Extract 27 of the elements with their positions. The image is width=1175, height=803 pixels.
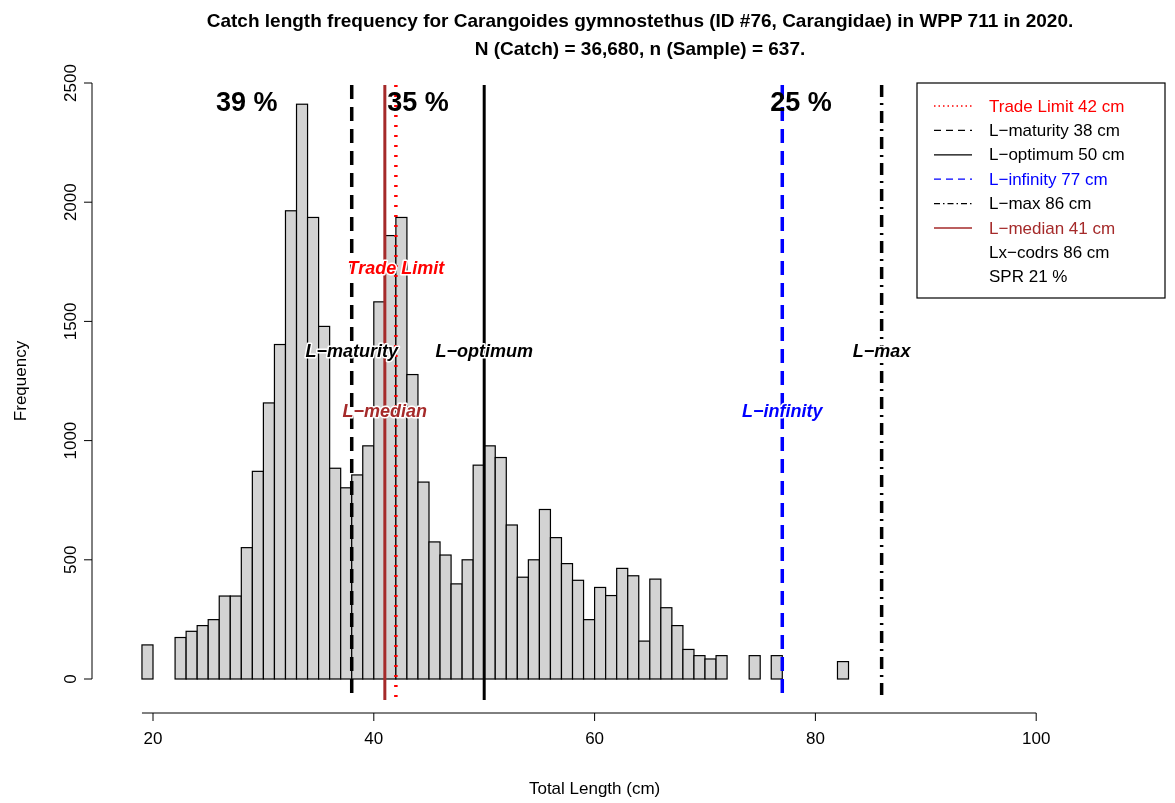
x-tick-label: 100 [1022,729,1051,748]
annotation: 25 % [770,87,832,118]
chart-subtitle: N (Catch) = 36,680, n (Sample) = 637. [474,38,806,59]
annotation: SPR 21 % [989,267,1068,287]
annotation: L−maturity 38 cm [989,120,1120,140]
y-tick-label: 500 [61,545,80,574]
x-axis-title: Total Length (cm) [528,779,661,798]
y-tick-label: 1500 [61,302,80,341]
ref-line-label: L−infinity [742,400,824,421]
x-tick-label: 20 [143,729,163,748]
annotation: 39 % [216,87,278,118]
annotation: 35 % [387,87,449,118]
annotation: Trade Limit 42 cm [989,96,1125,116]
annotation: L−infinity 77 cm [989,169,1108,189]
x-tick-label: 40 [364,729,384,748]
annotation: L−optimum 50 cm [989,145,1125,165]
x-tick-label: 80 [805,729,825,748]
y-tick-label: 2500 [61,64,80,102]
y-tick-label: 1000 [61,421,80,460]
y-tick-label: 2000 [61,183,80,222]
y-axis-title: Frequency [11,340,30,422]
y-tick-label: 0 [61,674,80,684]
x-tick-label: 60 [585,729,605,748]
annotation: Lx−codrs 86 cm [989,242,1110,262]
annotation: L−max 86 cm [989,194,1092,214]
chart-title: Catch length frequency for Carangoides gymnostethus (ID #76, Carangidae) in WPP 711 in 2020. [206,10,1074,31]
annotation: L−median 41 cm [989,218,1116,238]
